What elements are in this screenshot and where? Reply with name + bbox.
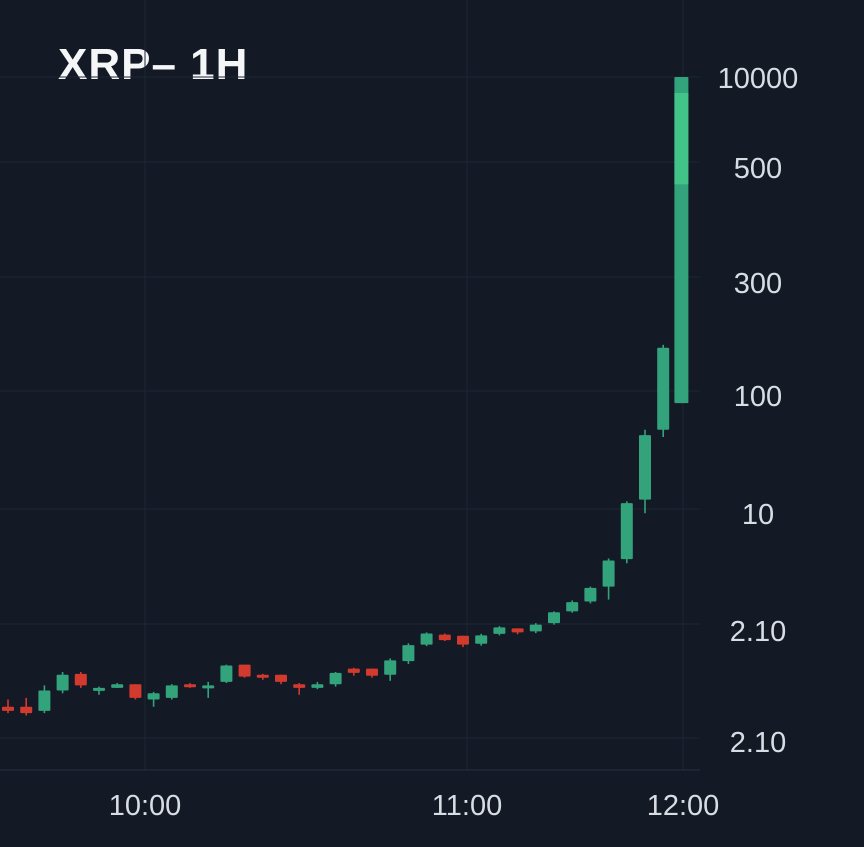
candle-up xyxy=(602,560,615,587)
candle-down xyxy=(184,684,196,688)
y-tick-label: 10 xyxy=(742,499,774,531)
candle-up xyxy=(202,685,215,689)
candle-up xyxy=(493,627,506,634)
y-tick-label: 500 xyxy=(734,153,782,185)
candle-up xyxy=(548,612,560,624)
candle-up xyxy=(93,687,105,691)
candle-up xyxy=(38,690,51,711)
candle-up xyxy=(639,435,651,500)
candle-up xyxy=(566,602,579,612)
y-axis-ticks: 10000 500 300 100 10 2.10 2.10 xyxy=(718,63,799,759)
candle-down xyxy=(238,664,251,677)
y-tick-label: 100 xyxy=(734,381,782,413)
y-tick-label: 2.10 xyxy=(730,616,786,648)
candle-down xyxy=(256,674,269,678)
candles xyxy=(2,77,689,714)
candle-up xyxy=(329,672,342,685)
candle-down xyxy=(511,628,524,633)
candle-down xyxy=(293,684,306,688)
candle-down xyxy=(366,668,378,676)
y-tick-label: 2.10 xyxy=(730,727,786,759)
candle-up xyxy=(529,624,542,632)
candle-down xyxy=(2,706,14,711)
candle-up xyxy=(420,633,433,645)
wicks xyxy=(7,77,683,716)
candle-down xyxy=(275,674,287,682)
candle-down xyxy=(74,673,87,686)
candle-up xyxy=(147,693,160,700)
grid-lines xyxy=(0,0,700,771)
candle-down xyxy=(129,684,142,698)
x-tick-label: 11:00 xyxy=(432,790,502,822)
candle-up xyxy=(620,503,633,560)
candle-up xyxy=(402,645,415,662)
candle-down xyxy=(438,634,451,641)
y-tick-label: 300 xyxy=(734,268,782,300)
candle-down xyxy=(457,635,469,645)
candle-up xyxy=(165,685,178,698)
candle-highlight xyxy=(674,93,689,185)
candle-up xyxy=(311,684,324,688)
x-tick-label: 12:00 xyxy=(647,790,720,822)
candle-up xyxy=(56,674,69,691)
candle-up xyxy=(657,347,670,430)
x-axis-ticks: 10:00 11:00 12:00 xyxy=(109,790,720,822)
x-tick-label: 10:00 xyxy=(109,790,182,822)
candle-down xyxy=(347,668,360,673)
candle-up xyxy=(111,684,124,688)
candle-up xyxy=(475,635,488,644)
candle-up xyxy=(384,660,397,675)
y-tick-label: 10000 xyxy=(718,63,799,95)
candle-down xyxy=(20,706,33,714)
chart-title: XRP– 1H xyxy=(58,40,249,89)
candle-up xyxy=(584,587,597,602)
candle-up xyxy=(220,665,233,682)
